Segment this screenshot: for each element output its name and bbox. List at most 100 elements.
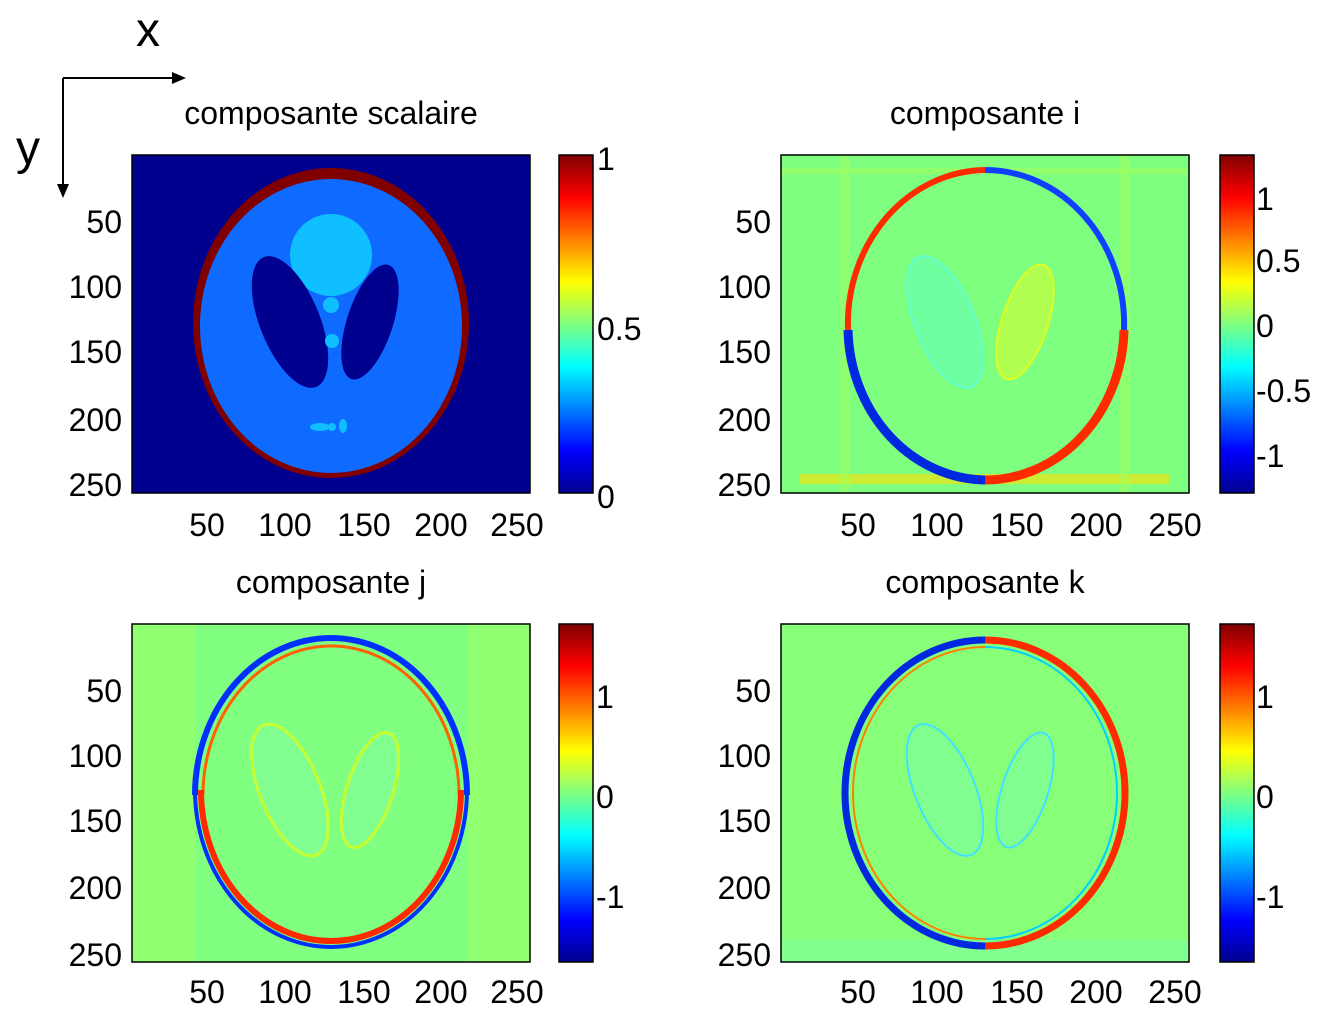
colorbar — [1219, 154, 1255, 494]
panel-title: composante j — [236, 564, 426, 600]
x-tick-label: 200 — [1069, 507, 1122, 543]
y-tick-label: 100 — [718, 269, 771, 305]
colorbar-tick-label: -1 — [596, 879, 624, 915]
x-ticks: 50 100 150 200 250 — [840, 507, 1201, 543]
colorbar — [558, 154, 594, 494]
colorbar-tick-label: -1 — [1256, 879, 1284, 915]
y-tick-label: 250 — [718, 467, 771, 503]
brain-body — [200, 179, 462, 473]
y-ticks: 50 100 150 200 250 — [69, 204, 122, 503]
y-tick-label: 50 — [86, 673, 122, 709]
y-ticks: 50 100 150 200 250 — [718, 673, 771, 973]
rim-bottom-inner — [198, 789, 464, 944]
x-tick-label: 200 — [414, 507, 467, 543]
small-spot-middle — [325, 334, 339, 348]
rim-top-outer — [192, 635, 470, 796]
rim-right-outer — [984, 636, 1129, 950]
y-tick-label: 200 — [718, 870, 771, 906]
rim-left-lower — [843, 329, 986, 485]
colorbar-tick-label: -1 — [1256, 438, 1284, 474]
small-spot-lower-b — [328, 423, 336, 431]
x-tick-label: 150 — [337, 974, 390, 1009]
panel-j: composante j 50 100 150 200 250 50 100 1… — [69, 564, 625, 1009]
colorbar-tick-label: 0 — [596, 779, 614, 815]
y-ticks: 50 100 150 200 250 — [69, 673, 122, 973]
right-ellipse-ghost — [995, 731, 1055, 849]
x-tick-label: 100 — [910, 507, 963, 543]
x-tick-label: 200 — [1069, 974, 1122, 1009]
colorbar-ticks: 0 0.5 1 — [597, 141, 641, 515]
x-ticks: 50 100 150 200 250 — [840, 974, 1201, 1009]
y-tick-label: 50 — [86, 204, 122, 240]
rim-left-upper — [844, 167, 986, 331]
x-tick-label: 100 — [258, 974, 311, 1009]
rim-right-lower — [984, 329, 1129, 485]
right-ellipse-ghost — [995, 263, 1055, 381]
colorbar-tick-label: 0 — [1256, 779, 1274, 815]
heatmap-image — [132, 155, 530, 493]
upper-bright-region — [290, 214, 372, 296]
x-arrowhead — [172, 72, 186, 84]
colorbar-tick-label: 0.5 — [597, 311, 641, 347]
x-tick-label: 50 — [840, 974, 876, 1009]
axes-indicator: x y — [16, 4, 186, 198]
colorbar-tick-label: 1 — [596, 679, 614, 715]
colorbar-ticks: -1 0 1 — [596, 679, 624, 915]
x-tick-label: 250 — [1148, 974, 1201, 1009]
x-tick-label: 150 — [990, 974, 1043, 1009]
colorbar-tick-label: 1 — [1256, 679, 1274, 715]
panel-title: composante k — [885, 564, 1085, 600]
y-tick-label: 50 — [735, 673, 771, 709]
left-ellipse-ghost — [905, 255, 985, 389]
y-tick-label: 250 — [718, 937, 771, 973]
y-tick-label: 150 — [69, 334, 122, 370]
x-tick-label: 200 — [414, 974, 467, 1009]
heatmap-image — [781, 155, 1189, 493]
colorbar-ticks: -1 0 1 — [1256, 679, 1284, 915]
y-tick-label: 100 — [69, 269, 122, 305]
bottom-band — [781, 940, 1189, 962]
axes-frame — [131, 623, 531, 963]
small-spot-upper — [323, 297, 339, 313]
x-tick-label: 100 — [258, 507, 311, 543]
y-tick-label: 150 — [69, 803, 122, 839]
colorbar — [1219, 623, 1255, 963]
rim-left-inner — [852, 646, 986, 940]
small-spot-lower-c — [339, 419, 347, 433]
x-axis-indicator-label: x — [136, 4, 160, 57]
colorbar-tick-label: 0.5 — [1256, 243, 1300, 279]
rim-right-upper — [984, 167, 1128, 331]
image-background — [781, 624, 1189, 962]
y-tick-label: 200 — [69, 402, 122, 438]
y-tick-label: 150 — [718, 803, 771, 839]
rim-top-inner — [201, 644, 461, 796]
rim-left-outer — [841, 636, 986, 950]
left-dark-ellipse — [251, 256, 329, 388]
colorbar-tick-label: 0 — [597, 479, 615, 515]
y-tick-label: 250 — [69, 467, 122, 503]
colorbar-tick-label: -0.5 — [1256, 373, 1311, 409]
x-tick-label: 50 — [189, 507, 225, 543]
y-ticks: 50 100 150 200 250 — [718, 204, 771, 503]
y-tick-label: 100 — [718, 738, 771, 774]
x-tick-label: 50 — [189, 974, 225, 1009]
x-tick-label: 250 — [490, 507, 543, 543]
y-tick-label: 200 — [69, 870, 122, 906]
x-tick-label: 100 — [910, 974, 963, 1009]
y-tick-label: 200 — [718, 402, 771, 438]
colorbar-tick-label: 1 — [1256, 181, 1274, 217]
y-tick-label: 250 — [69, 937, 122, 973]
axes-frame — [131, 154, 531, 494]
x-tick-label: 50 — [840, 507, 876, 543]
rim-bottom-outer — [193, 789, 469, 949]
colorbar-tick-label: 0 — [1256, 308, 1274, 344]
colorbar — [558, 623, 594, 963]
inner-band — [196, 624, 468, 962]
panel-scalar: composante scalaire 50 100 150 200 250 5… — [69, 95, 642, 543]
left-ellipse-ghost — [250, 722, 330, 858]
x-tick-label: 150 — [990, 507, 1043, 543]
axes-frame — [780, 154, 1190, 494]
panel-k: composante k 50 100 150 200 250 50 100 1… — [718, 564, 1285, 1009]
heatmap-image — [132, 624, 530, 962]
